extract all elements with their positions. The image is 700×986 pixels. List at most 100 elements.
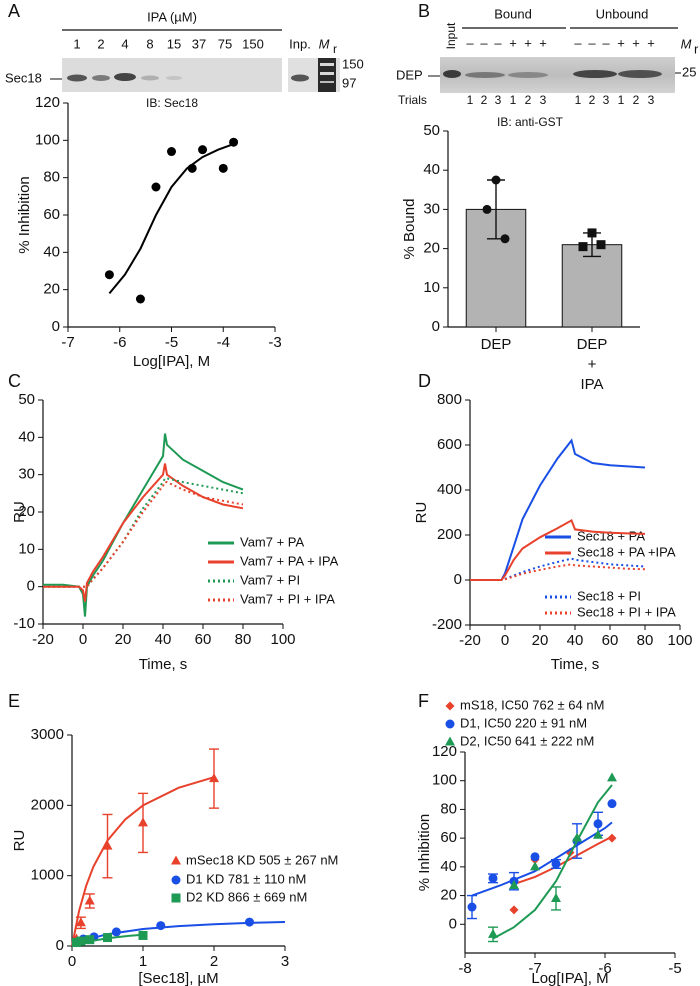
marker-label-sub: r [333, 42, 337, 56]
panel-label: A [8, 1, 20, 21]
y-tick-label: 800 [437, 391, 462, 408]
legend-label: Vam7 + PI + IPA [240, 591, 335, 606]
panel-label: B [418, 1, 430, 21]
x-axis-label: [Sec18], µM [138, 970, 218, 986]
x-tick-label: -7 [61, 334, 74, 351]
series-line [43, 433, 244, 617]
fit-curve [513, 835, 613, 886]
legend-label: Vam7 + PA + IPA [240, 553, 339, 568]
point [187, 163, 197, 173]
x-tick-label: -3 [268, 334, 281, 351]
y-tick-label: 120 [432, 743, 457, 760]
legend-label: Sec18 + PI [577, 588, 641, 603]
group-label: Unbound [596, 6, 649, 21]
trial-number: 2 [589, 93, 596, 107]
x-axis-label: Time, s [551, 656, 600, 673]
y-tick-label: 0 [454, 571, 462, 588]
x-tick-label: 80 [637, 632, 654, 649]
panel-label: C [8, 371, 21, 391]
point [596, 240, 606, 250]
x-tick-label: 100 [270, 631, 295, 648]
lane-label: 150 [242, 36, 264, 51]
x-tick-label: -5 [668, 960, 681, 977]
y-tick-label: 10 [18, 540, 35, 557]
treatment-sign: + [647, 35, 655, 50]
point [218, 163, 228, 173]
point [572, 832, 582, 842]
y-tick-label: -200 [432, 616, 462, 633]
legend-label: Sec18 + PI + IPA [577, 604, 676, 619]
treatment-sign: – [480, 35, 488, 50]
y-tick-label: 0 [449, 915, 457, 932]
x-tick-label: -20 [459, 632, 481, 649]
series-line [43, 481, 244, 588]
y-tick-label: 80 [440, 800, 457, 817]
point [467, 902, 477, 912]
y-axis-label: RU [413, 502, 430, 524]
x-tick-label: -6 [598, 960, 611, 977]
point [488, 873, 498, 883]
trial-number: 3 [603, 93, 610, 107]
point [85, 935, 95, 945]
y-tick-label: 0 [52, 318, 60, 335]
point [551, 892, 561, 902]
trial-number: 2 [633, 93, 640, 107]
point [151, 182, 161, 192]
series-line [470, 557, 646, 581]
treatment-sign: – [588, 35, 596, 50]
point [530, 852, 540, 862]
y-axis-label: % Bound [401, 199, 418, 260]
x-tick-label: 40 [567, 632, 584, 649]
y-tick-label: 40 [43, 243, 60, 260]
marker-size: 25 [682, 64, 696, 79]
y-tick-label: 0 [432, 318, 440, 335]
y-tick-label: 80 [43, 169, 60, 186]
legend-label: Vam7 + PI [240, 572, 300, 587]
panel-label: D [418, 371, 431, 391]
antibody-label: IB: anti-GST [497, 115, 564, 129]
y-tick-label: 3000 [31, 726, 64, 743]
x-tick-label: 60 [602, 632, 619, 649]
treatment-sign: + [617, 35, 625, 50]
blot-b: Input Bound Unbound M r 25 DEP Trials IB… [396, 6, 699, 129]
y-axis-label: % Inhibition [16, 176, 33, 254]
point [76, 936, 86, 946]
x-tick-label: DEP [480, 336, 512, 353]
legend-swatch [445, 736, 455, 746]
point [156, 921, 166, 931]
trial-number: 2 [481, 93, 488, 107]
x-tick-label: DEP + IPA [576, 336, 608, 393]
point [491, 175, 501, 185]
y-tick-label: 60 [43, 206, 60, 223]
y-tick-label: 2000 [31, 796, 64, 813]
protein-label: DEP [396, 67, 423, 82]
point [482, 204, 492, 214]
y-tick-label: 20 [440, 887, 457, 904]
marker-label: M [319, 36, 330, 51]
point [138, 930, 148, 940]
y-tick-label: 100 [35, 131, 60, 148]
x-tick-label: 60 [195, 631, 212, 648]
x-tick-label: 100 [667, 632, 692, 649]
category-label-box: DEP + IPA [576, 336, 608, 393]
point [593, 819, 603, 829]
treatment-sign: – [602, 35, 610, 50]
trial-number: 3 [648, 93, 655, 107]
x-tick-label: -6 [113, 334, 126, 351]
lane-label: 4 [121, 36, 128, 51]
point [138, 817, 148, 827]
y-tick-label: 50 [423, 122, 440, 139]
x-tick-label: -20 [32, 631, 54, 648]
x-tick-label: -7 [528, 960, 541, 977]
point [509, 905, 519, 915]
x-tick-label: 0 [79, 631, 87, 648]
point [209, 773, 219, 783]
legend-label: Sec18 + PA +IPA [577, 544, 676, 559]
point [607, 799, 617, 809]
y-tick-label: 20 [18, 503, 35, 520]
point [509, 880, 519, 890]
legend-label: D1, IC50 220 ± 91 nM [460, 715, 587, 730]
lane-label: 8 [146, 36, 153, 51]
treatment-sign: + [632, 35, 640, 50]
